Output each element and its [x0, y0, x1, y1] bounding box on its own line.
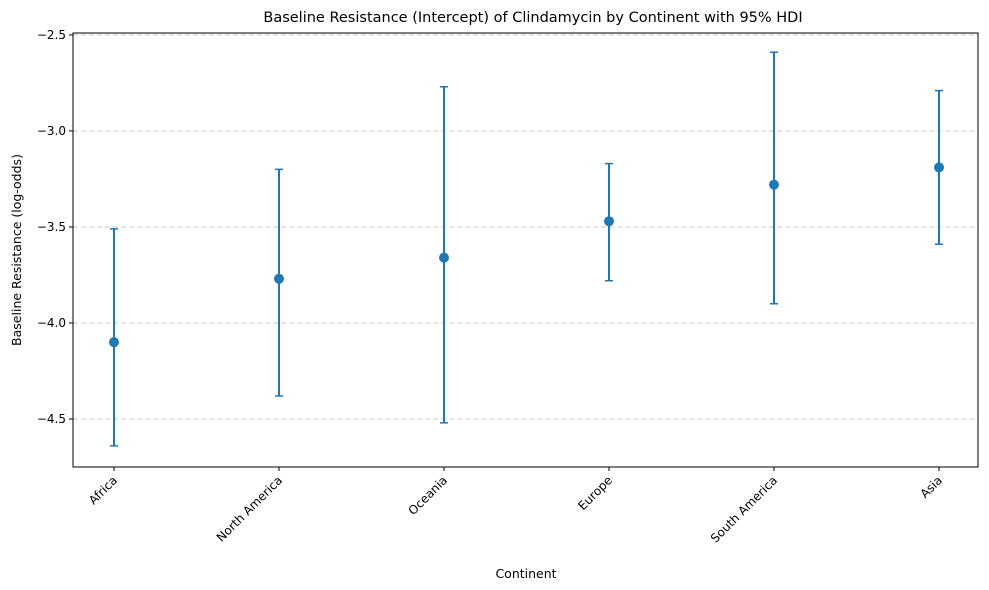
y-tick-label: −4.0 — [37, 316, 66, 330]
x-tick-label: Europe — [575, 473, 615, 513]
chart-title: Baseline Resistance (Intercept) of Clind… — [263, 10, 802, 26]
x-tick-label: South America — [708, 473, 780, 545]
data-point — [769, 179, 779, 190]
data-point — [439, 252, 449, 263]
y-axis: −2.5 −3.0 −3.5 −4.0 −4.5 — [37, 28, 73, 426]
x-tick-label: Oceania — [406, 473, 451, 518]
x-tick-label: Asia — [917, 473, 945, 501]
x-axis-label: Continent — [495, 566, 556, 581]
grid-lines — [73, 34, 978, 420]
data-point — [604, 216, 614, 227]
y-tick-label: −3.5 — [37, 220, 66, 234]
x-tick-label: North America — [214, 473, 285, 544]
y-axis-label: Baseline Resistance (log-odds) — [9, 154, 24, 346]
y-tick-label: −4.5 — [37, 412, 66, 426]
x-axis: Africa North America Oceania Europe South Am… — [86, 467, 945, 545]
data-point — [274, 273, 284, 284]
y-tick-label: −2.5 — [37, 28, 66, 42]
x-tick-label: Africa — [86, 473, 120, 507]
y-tick-label: −3.0 — [37, 124, 66, 138]
plot-marks — [109, 51, 944, 447]
data-point — [109, 337, 119, 348]
data-point — [934, 162, 944, 173]
plot-frame — [72, 32, 979, 468]
